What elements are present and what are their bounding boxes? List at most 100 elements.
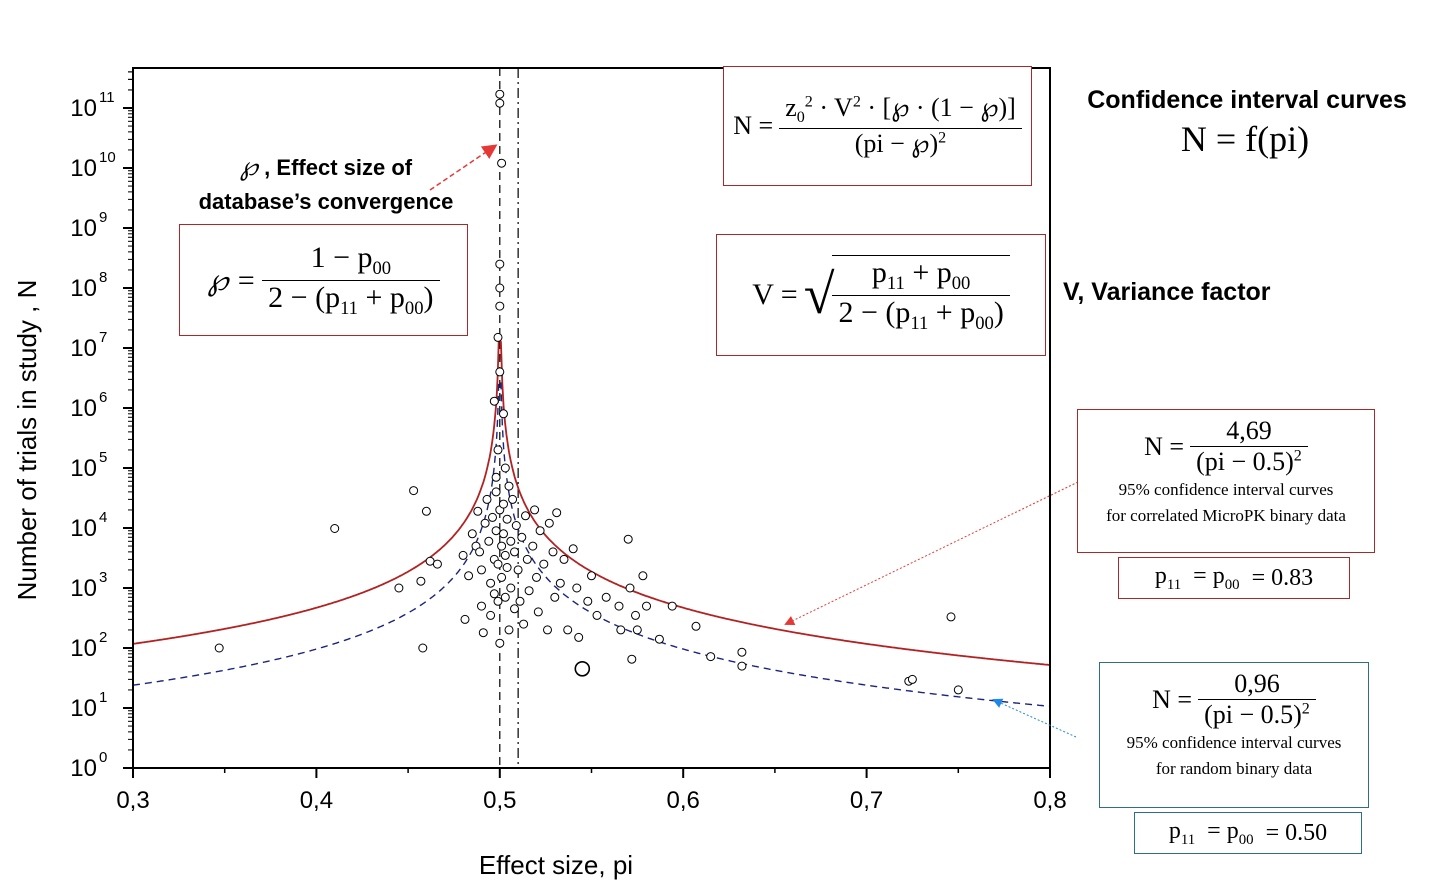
data-point: [488, 512, 497, 522]
data-point: [460, 614, 470, 624]
red-ci-num: 4,69: [1226, 416, 1272, 445]
blue-ci-caption-2: for random binary data: [1155, 759, 1313, 778]
data-point: [495, 283, 505, 293]
data-point: [559, 554, 569, 564]
data-point: [477, 601, 486, 611]
data-point: [737, 661, 747, 671]
data-point: [524, 586, 534, 596]
y-tick-label: 10: [70, 155, 97, 182]
data-point: [706, 652, 716, 662]
red-p-value: = 0.83: [1251, 564, 1314, 591]
data-point: [432, 559, 442, 569]
y-tick-exponent: 7: [99, 329, 107, 346]
data-point: [548, 547, 558, 557]
data-point: [500, 550, 510, 560]
data-point: [491, 472, 501, 482]
data-point: [493, 445, 503, 455]
correlated-ci-curve: [133, 341, 500, 645]
y-tick-label: 10: [70, 335, 97, 362]
data-point: [467, 529, 477, 539]
data-point: [489, 396, 499, 406]
n-formula-lhs: N =: [733, 111, 774, 140]
y-tick-exponent: 5: [99, 449, 107, 466]
data-point: [572, 583, 582, 593]
red-ci-den-exp: 2: [1293, 447, 1302, 465]
data-point: [502, 563, 512, 572]
y-tick-label: 10: [70, 575, 97, 602]
data-point: [425, 556, 435, 566]
data-point: [543, 625, 552, 635]
data-point: [583, 596, 593, 606]
n-formula-box: N = z02 · V2 · [℘ · (1 − ℘)] (pi − ℘)2: [723, 66, 1032, 186]
v-fraction: p11 + p00 2 − (p11 + p00): [832, 255, 1010, 335]
data-point: [532, 572, 541, 582]
blue-ci-den-exp: 2: [1301, 700, 1310, 718]
blue-ci-caption-1: 95% confidence interval curves: [1126, 733, 1342, 752]
red-ci-caption-1: 95% confidence interval curves: [1118, 480, 1334, 499]
data-point: [555, 578, 565, 588]
data-point: [418, 643, 428, 653]
v-formula-box: V = √ p11 + p00 2 − (p11 + p00): [716, 234, 1046, 356]
blue-ci-den: (pi − 0.5): [1204, 700, 1302, 729]
ci-eq-lhs: N = f: [1180, 119, 1258, 159]
red-ci-lhs: N =: [1144, 431, 1185, 461]
n-fraction: z02 · V2 · [℘ · (1 − ℘)] (pi − ℘)2: [779, 93, 1022, 158]
data-point: [511, 521, 521, 530]
y-tick-exponent: 3: [99, 569, 107, 586]
random-ci-curve: [133, 382, 500, 686]
data-point: [587, 571, 596, 581]
x-tick-label: 0,8: [1033, 787, 1066, 814]
data-point: [614, 601, 624, 611]
data-point: [497, 158, 507, 168]
data-point: [510, 547, 519, 557]
sqrt-icon: √: [803, 264, 835, 326]
y-tick-exponent: 9: [99, 209, 107, 226]
data-point: [478, 628, 488, 638]
data-point: [495, 98, 505, 108]
data-point: [515, 596, 525, 606]
data-point: [544, 518, 554, 528]
data-point: [522, 554, 532, 564]
data-point: [574, 632, 584, 642]
data-point: [330, 524, 340, 533]
data-point: [458, 550, 468, 560]
data-point: [691, 621, 701, 631]
red-curve-arrow: [784, 481, 1079, 625]
data-point: [506, 583, 516, 593]
y-tick-exponent: 11: [99, 89, 115, 106]
x-axis-label: Effect size, pi: [479, 850, 633, 880]
y-tick-label: 10: [70, 515, 97, 542]
data-point: [495, 638, 505, 648]
y-tick-exponent: 8: [99, 269, 107, 286]
data-point: [631, 610, 640, 620]
data-point: [497, 541, 507, 551]
data-point: [592, 610, 602, 620]
data-point: [491, 526, 501, 536]
data-point: [625, 583, 635, 593]
data-point: [482, 494, 492, 504]
v-eq-lhs: V =: [752, 278, 798, 311]
x-tick-label: 0,4: [300, 787, 333, 814]
blue-ci-num: 0,96: [1234, 669, 1280, 698]
data-point: [953, 685, 963, 695]
data-point: [506, 536, 516, 546]
data-point: [632, 625, 642, 635]
data-point: [530, 505, 540, 515]
blue-ci-formula: N = 0,96 (pi − 0.5)2: [1100, 669, 1368, 730]
data-point: [510, 604, 519, 614]
data-point: [493, 332, 503, 342]
data-point: [493, 559, 503, 569]
data-point: [907, 674, 917, 684]
y-tick-label: 10: [70, 395, 97, 422]
data-point: [486, 610, 496, 620]
x-tick-label: 0,5: [483, 787, 516, 814]
data-point: [495, 259, 505, 269]
effect-size-label-line1: , Effect size of: [264, 155, 413, 180]
data-point: [491, 487, 501, 497]
data-point: [519, 619, 529, 629]
y-tick-label: 10: [70, 215, 97, 242]
y-tick-exponent: 10: [99, 149, 116, 166]
data-point: [486, 578, 496, 588]
data-point: [539, 559, 549, 569]
